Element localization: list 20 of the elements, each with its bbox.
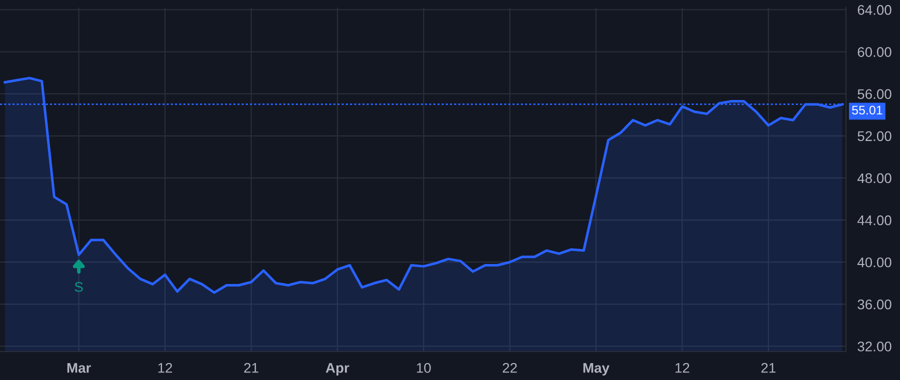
x-tick-label: Apr <box>326 363 350 376</box>
y-tick-label: 52.00 <box>858 131 892 142</box>
y-tick-label: 36.00 <box>858 300 892 310</box>
y-tick-label: 48.00 <box>857 173 892 184</box>
x-tick-label: Mar <box>67 363 91 373</box>
y-tick-label: 64.00 <box>858 5 892 15</box>
y-tick-label: 56.00 <box>858 89 892 100</box>
x-tick-label: May <box>583 363 610 376</box>
x-tick-label: 21 <box>244 362 258 373</box>
x-tick-label: 10 <box>416 362 431 373</box>
y-tick-label: 44.00 <box>857 215 892 226</box>
annotation: S <box>74 282 83 292</box>
y-tick-label: 32.00 <box>858 342 892 352</box>
ref-line-label: 55.01 <box>852 106 882 115</box>
x-tick-label: 21 <box>761 362 776 373</box>
x-tick-label: 12 <box>158 362 172 373</box>
y-tick-label: 40.00 <box>857 257 892 268</box>
x-tick-label: 22 <box>502 362 517 373</box>
y-tick-label: 60.00 <box>858 47 892 57</box>
x-tick-label: 12 <box>676 362 690 373</box>
